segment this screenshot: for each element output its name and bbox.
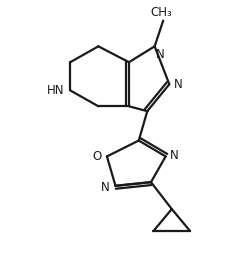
Text: HN: HN <box>47 84 65 97</box>
Text: O: O <box>92 150 101 163</box>
Text: N: N <box>155 47 164 61</box>
Text: N: N <box>101 181 110 194</box>
Text: CH₃: CH₃ <box>149 6 171 19</box>
Text: N: N <box>169 149 178 162</box>
Text: N: N <box>173 78 182 91</box>
